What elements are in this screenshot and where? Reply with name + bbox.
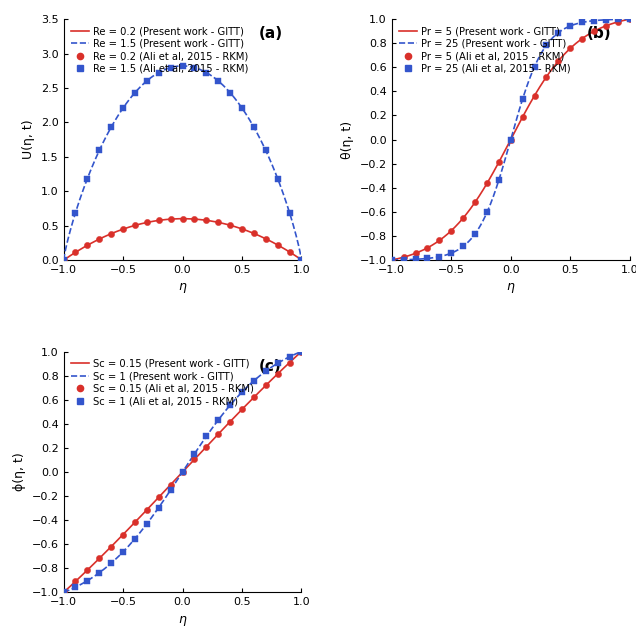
Y-axis label: θ(η, t): θ(η, t) (342, 120, 354, 159)
Legend: Pr = 5 (Present work - GITT), Pr = 25 (Present work - GITT), Pr = 5 (Ali et al, : Pr = 5 (Present work - GITT), Pr = 25 (P… (397, 24, 572, 76)
X-axis label: η: η (179, 613, 186, 626)
Y-axis label: ϕ(η, t): ϕ(η, t) (13, 453, 26, 491)
Text: (c): (c) (259, 359, 282, 374)
Legend: Sc = 0.15 (Present work - GITT), Sc = 1 (Present work - GITT), Sc = 0.15 (Ali et: Sc = 0.15 (Present work - GITT), Sc = 1 … (69, 357, 256, 408)
Legend: Re = 0.2 (Present work - GITT), Re = 1.5 (Present work - GITT), Re = 0.2 (Ali et: Re = 0.2 (Present work - GITT), Re = 1.5… (69, 24, 250, 76)
Text: (a): (a) (258, 26, 282, 41)
X-axis label: η: η (507, 280, 515, 294)
X-axis label: η: η (179, 280, 186, 294)
Y-axis label: U(η, t): U(η, t) (22, 120, 36, 159)
Text: (b): (b) (586, 26, 611, 41)
